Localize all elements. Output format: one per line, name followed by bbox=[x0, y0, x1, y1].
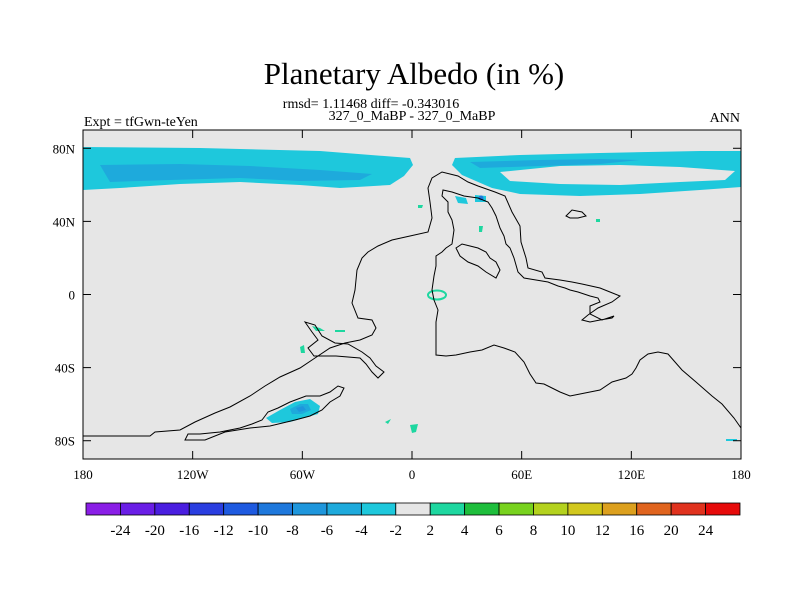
colorbar-swatch-15 bbox=[601, 502, 638, 516]
colorbar-swatch-7 bbox=[326, 502, 362, 516]
colorbar-label-3: -12 bbox=[214, 523, 234, 539]
patch-west bbox=[418, 205, 423, 208]
coastlines bbox=[83, 171, 742, 441]
colorbar-swatch-5 bbox=[257, 502, 293, 516]
y-tick-label-4: 80S bbox=[55, 434, 75, 449]
colorbar-swatch-0 bbox=[85, 502, 121, 516]
stats-subtitle: rmsd= 1.11468 diff= -0.343016 bbox=[283, 97, 459, 112]
colorbar-swatch-16 bbox=[636, 502, 672, 516]
colorbar-label-14: 12 bbox=[595, 523, 610, 539]
x-tick-label-3: 0 bbox=[409, 467, 416, 482]
colorbar-label-16: 20 bbox=[664, 523, 679, 539]
colorbar-label-1: -20 bbox=[145, 523, 165, 539]
x-tick-label-6: 180 bbox=[731, 467, 751, 482]
patch-63s bbox=[385, 419, 391, 424]
south-anomaly-peak bbox=[296, 406, 306, 412]
patch-45n bbox=[479, 226, 483, 232]
colorbar-swatch-3 bbox=[188, 502, 225, 516]
colorbar-swatch-18 bbox=[705, 502, 741, 516]
colorbar-swatch-11 bbox=[464, 502, 500, 516]
colorbar-swatch-8 bbox=[360, 502, 397, 516]
coastline-south-peninsula bbox=[303, 321, 385, 379]
equator-ring bbox=[427, 289, 447, 301]
experiment-label: Expt = tfGwn-teYen bbox=[84, 115, 198, 130]
colorbar-label-12: 8 bbox=[530, 523, 538, 539]
colorbar-label-2: -16 bbox=[179, 523, 199, 539]
chart-title: Planetary Albedo (in %) bbox=[264, 56, 564, 91]
coastline-africa-inner bbox=[455, 243, 501, 279]
colorbar-swatch-10 bbox=[429, 502, 466, 516]
y-tick-label-0: 80N bbox=[53, 141, 76, 156]
case-subtitle: 327_0_MaBP - 327_0_MaBP bbox=[329, 109, 496, 124]
colorbar-swatch-12 bbox=[498, 502, 534, 516]
colorbar-label-6: -6 bbox=[321, 523, 334, 539]
colorbar-label-5: -8 bbox=[286, 523, 299, 539]
x-tick-label-0: 180 bbox=[73, 467, 93, 482]
colorbar-swatch-14 bbox=[567, 502, 603, 516]
coastline-main bbox=[83, 171, 742, 437]
patch-east-40n bbox=[596, 219, 600, 222]
x-tick-label-5: 120E bbox=[618, 467, 646, 482]
x-tick-label-4: 60E bbox=[511, 467, 532, 482]
colorbar-swatch-9 bbox=[395, 502, 431, 516]
colorbar-swatch-4 bbox=[223, 502, 259, 516]
x-axis-ticks: 180 120W 60W 0 60E 120E 180 bbox=[73, 130, 751, 482]
colorbar: -24 -20 -16 -12 -10 -8 -6 -4 -2 2 4 6 8 10 12 16 20 24 bbox=[85, 502, 741, 539]
colorbar-swatch-6 bbox=[292, 502, 328, 516]
small-patch-sa-2 bbox=[335, 330, 345, 332]
colorbar-label-11: 6 bbox=[495, 523, 503, 539]
colorbar-swatch-1 bbox=[120, 502, 156, 516]
colorbar-label-7: -4 bbox=[355, 523, 368, 539]
colorbar-label-13: 10 bbox=[560, 523, 575, 539]
colorbar-label-9: 2 bbox=[426, 523, 434, 539]
colorbar-label-4: -10 bbox=[248, 523, 268, 539]
y-tick-label-1: 40N bbox=[53, 214, 76, 229]
arctic-band-east-hole bbox=[500, 165, 735, 185]
arctic-band-east-core bbox=[470, 159, 640, 168]
colorbar-label-15: 16 bbox=[629, 523, 645, 539]
y-tick-label-2: 0 bbox=[69, 288, 76, 303]
colorbar-swatch-17 bbox=[670, 502, 706, 516]
ne-patch bbox=[455, 196, 468, 204]
map-panel bbox=[82, 129, 742, 460]
colorbar-label-8: -2 bbox=[390, 523, 403, 539]
colorbar-swatch-13 bbox=[533, 502, 569, 516]
y-axis-ticks: 80N 40N 0 40S 80S bbox=[53, 141, 741, 449]
x-tick-label-2: 60W bbox=[290, 467, 316, 482]
x-tick-label-1: 120W bbox=[177, 467, 210, 482]
coastline-east-island bbox=[565, 209, 587, 219]
arctic-band-west-core bbox=[100, 164, 372, 182]
small-patch-sa bbox=[312, 326, 325, 331]
patch-70s bbox=[410, 424, 418, 433]
season-label: ANN bbox=[710, 111, 740, 126]
colorbar-label-17: 24 bbox=[698, 523, 714, 539]
colorbar-label-0: -24 bbox=[110, 523, 130, 539]
coastline-south-lower bbox=[184, 385, 345, 441]
small-patch-sa-3 bbox=[300, 345, 305, 353]
y-tick-label-3: 40S bbox=[55, 361, 75, 376]
colorbar-swatch-2 bbox=[154, 502, 190, 516]
colorbar-label-10: 4 bbox=[461, 523, 469, 539]
